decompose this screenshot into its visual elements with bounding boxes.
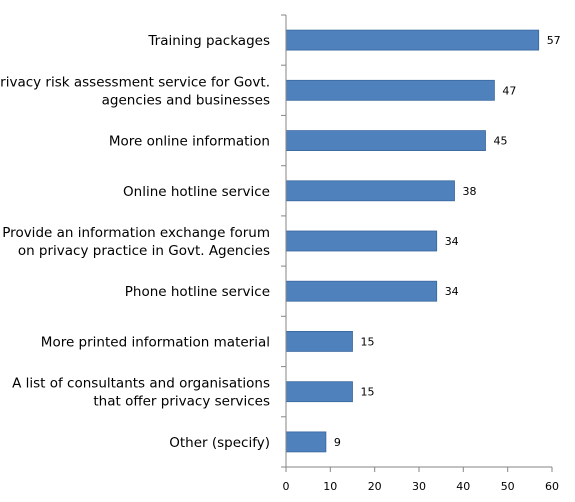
data-label-4: 38 [463,185,477,198]
bar-6 [285,280,438,302]
data-label-8: 15 [361,386,375,399]
category-label-5-line-2: on privacy practice in Govt. Agencies [18,243,270,259]
data-label-2: 47 [502,84,516,97]
bar-3 [285,130,486,152]
x-tick-label-30: 30 [412,480,426,493]
category-label-2-line-1: Privacy risk assessment service for Govt… [0,74,270,90]
category-label-8-line-2: that offer privacy services [93,394,270,410]
bar-8 [285,381,353,403]
data-label-3: 45 [494,135,508,148]
category-label-4: Online hotline service [123,184,270,200]
category-label-8-line-1: A list of consultants and organisations [12,376,270,392]
bar-4 [285,180,455,202]
x-tick-label-50: 50 [501,480,515,493]
x-tick-label-10: 10 [323,480,337,493]
category-label-2-line-2: agencies and businesses [102,92,270,108]
x-tick-label-40: 40 [456,480,470,493]
category-label-7: More printed information material [41,334,270,350]
data-label-5: 34 [445,235,459,248]
bar-9 [285,431,327,453]
axes-group: 0 10 20 30 40 50 60 [281,14,559,493]
x-tick-label-20: 20 [368,480,382,493]
category-label-6: Phone hotline service [125,284,270,300]
category-label-3: More online information [109,134,270,150]
bar-1 [285,29,540,51]
data-label-9: 9 [334,436,341,449]
category-labels-group: Training packages Privacy risk assessment… [0,33,270,451]
bar-7 [285,330,353,352]
x-tick-label-0: 0 [283,480,290,493]
x-tick-label-60: 60 [545,480,559,493]
category-label-5-line-1: Provide an information exchange forum [2,225,270,241]
bars-group [285,29,540,453]
category-label-1: Training packages [147,33,270,49]
category-label-9: Other (specify) [169,435,270,451]
bar-5 [285,230,438,252]
data-labels-group: 57 47 45 38 34 34 15 15 9 [334,34,561,449]
bar-2 [285,79,495,101]
data-label-6: 34 [445,285,459,298]
data-label-1: 57 [547,34,561,47]
data-label-7: 15 [361,335,375,348]
